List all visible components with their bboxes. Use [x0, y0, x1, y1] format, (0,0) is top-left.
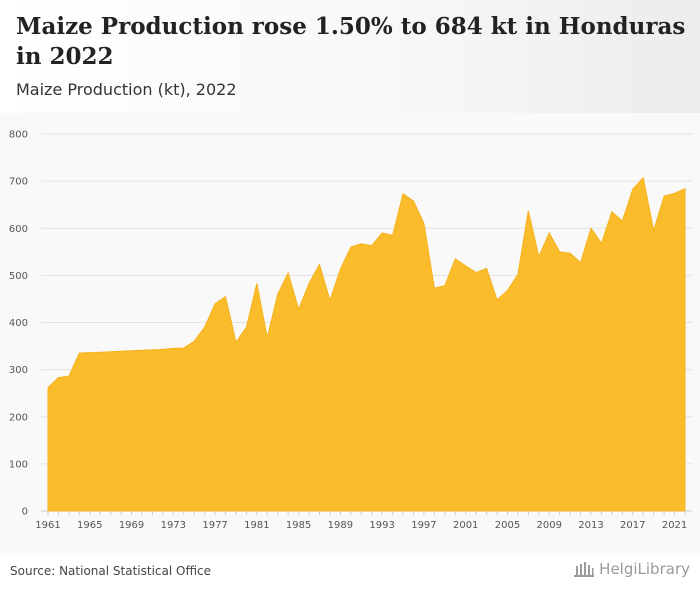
data-point[interactable]	[599, 241, 604, 246]
y-tick-label: 0	[22, 507, 28, 518]
data-point[interactable]	[213, 301, 218, 306]
data-point[interactable]	[296, 307, 301, 312]
data-point[interactable]	[119, 349, 124, 354]
data-point[interactable]	[547, 230, 552, 235]
data-point[interactable]	[578, 260, 583, 265]
y-axis-ticks: 0 100 200 300 400 500 600 700 800	[9, 130, 28, 518]
data-point[interactable]	[46, 385, 51, 390]
data-point[interactable]	[369, 243, 374, 248]
data-point[interactable]	[108, 349, 113, 354]
data-point[interactable]	[672, 191, 677, 196]
data-point[interactable]	[129, 348, 134, 353]
data-point[interactable]	[380, 230, 385, 235]
data-point[interactable]	[307, 281, 312, 286]
y-tick-label: 800	[9, 130, 28, 141]
x-tick-label: 2001	[453, 520, 478, 531]
data-point[interactable]	[181, 345, 186, 350]
data-point[interactable]	[651, 228, 656, 233]
data-point[interactable]	[390, 233, 395, 238]
data-point[interactable]	[202, 325, 207, 330]
x-tick-label: 2021	[662, 520, 687, 531]
data-point[interactable]	[536, 254, 541, 259]
chart-title: Maize Production rose 1.50% to 684 kt in…	[16, 13, 686, 70]
data-point[interactable]	[254, 281, 259, 286]
x-tick-label: 1977	[202, 520, 227, 531]
data-point[interactable]	[505, 288, 510, 293]
data-point[interactable]	[317, 262, 322, 267]
data-point[interactable]	[463, 263, 468, 268]
data-point[interactable]	[139, 348, 144, 353]
x-tick-label: 2005	[495, 520, 520, 531]
data-point[interactable]	[630, 187, 635, 192]
source-note: Source: National Statistical Office	[10, 564, 212, 578]
data-point[interactable]	[223, 294, 228, 299]
data-point[interactable]	[348, 245, 353, 250]
header-banner: Maize Production rose 1.50% to 684 kt in…	[0, 0, 700, 113]
x-tick-label: 1993	[369, 520, 394, 531]
x-tick-label: 1985	[286, 520, 311, 531]
helgi-library-logo[interactable]: HelgiLibrary	[573, 560, 690, 578]
y-tick-label: 700	[9, 177, 28, 188]
data-point[interactable]	[515, 272, 520, 277]
chart-subtitle: Maize Production (kt), 2022	[16, 80, 237, 99]
data-point[interactable]	[244, 325, 249, 330]
y-tick-label: 400	[9, 318, 28, 329]
data-point[interactable]	[568, 251, 573, 256]
x-tick-label: 1997	[411, 520, 436, 531]
x-tick-label: 2009	[537, 520, 562, 531]
data-point[interactable]	[359, 241, 364, 246]
data-point[interactable]	[495, 297, 500, 302]
data-point[interactable]	[150, 347, 155, 352]
x-tick-label: 2017	[620, 520, 645, 531]
x-tick-label: 1965	[77, 520, 102, 531]
data-point[interactable]	[453, 256, 458, 261]
x-tick-label: 1961	[35, 520, 60, 531]
data-point[interactable]	[641, 175, 646, 180]
data-point[interactable]	[474, 270, 479, 275]
y-tick-label: 600	[9, 224, 28, 235]
maize-production-area	[47, 176, 686, 512]
data-point[interactable]	[484, 266, 489, 271]
data-point[interactable]	[589, 226, 594, 231]
data-point[interactable]	[432, 286, 437, 291]
area-series	[46, 175, 688, 512]
data-point[interactable]	[327, 298, 332, 303]
data-point[interactable]	[66, 374, 71, 379]
data-point[interactable]	[609, 209, 614, 214]
data-point[interactable]	[620, 219, 625, 224]
data-point[interactable]	[192, 339, 197, 344]
data-point[interactable]	[338, 267, 343, 272]
y-tick-label: 500	[9, 271, 28, 282]
data-point[interactable]	[171, 346, 176, 351]
y-tick-label: 300	[9, 365, 28, 376]
data-point[interactable]	[265, 335, 270, 340]
data-point[interactable]	[662, 194, 667, 199]
data-point[interactable]	[411, 198, 416, 203]
data-point[interactable]	[286, 271, 291, 276]
data-point[interactable]	[526, 208, 531, 213]
data-point[interactable]	[56, 375, 61, 380]
y-tick-label: 200	[9, 412, 28, 423]
data-point[interactable]	[421, 221, 426, 226]
x-tick-label: 1989	[328, 520, 353, 531]
data-point[interactable]	[442, 283, 447, 288]
data-point[interactable]	[160, 347, 165, 352]
x-axis-ticks: 1961 1965 1969 1973 1977 1981 1985 1989 1993 1997…	[35, 511, 687, 531]
x-tick-label: 2013	[578, 520, 603, 531]
data-point[interactable]	[233, 340, 238, 345]
logo-text: HelgiLibrary	[599, 560, 690, 578]
data-point[interactable]	[77, 351, 82, 356]
data-point[interactable]	[557, 249, 562, 254]
data-point[interactable]	[87, 350, 92, 355]
data-point[interactable]	[401, 191, 406, 196]
data-point[interactable]	[683, 186, 688, 191]
y-tick-label: 100	[9, 459, 28, 470]
x-tick-label: 1973	[161, 520, 186, 531]
library-building-icon	[574, 562, 595, 577]
x-tick-label: 1981	[244, 520, 269, 531]
x-tick-label: 1969	[119, 520, 144, 531]
data-point[interactable]	[275, 292, 280, 297]
data-point[interactable]	[98, 350, 103, 355]
